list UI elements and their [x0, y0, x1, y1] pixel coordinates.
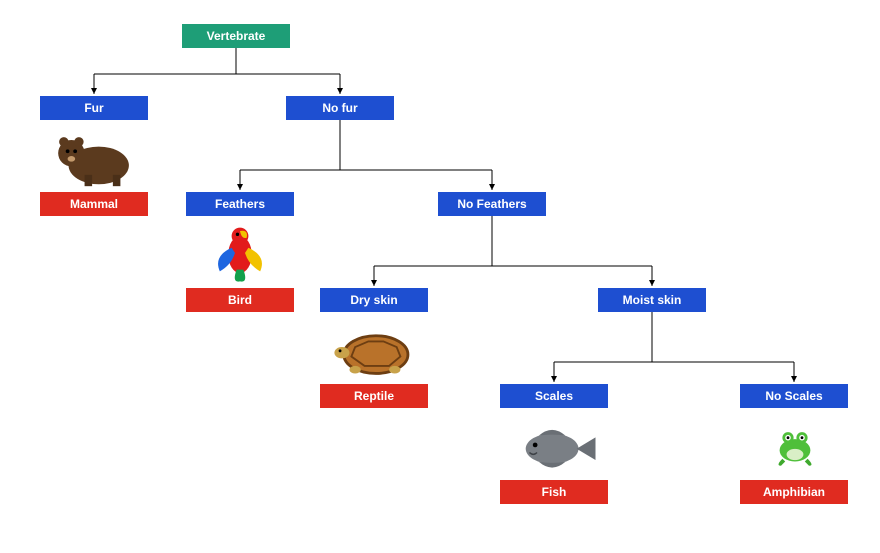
node-nofur: No fur — [286, 96, 394, 120]
node-fish: Fish — [500, 480, 608, 504]
node-fur: Fur — [40, 96, 148, 120]
frog-icon — [760, 411, 830, 477]
bear-icon — [46, 123, 142, 189]
node-feathers: Feathers — [186, 192, 294, 216]
node-scales: Scales — [500, 384, 608, 408]
parrot-icon — [198, 219, 282, 285]
node-bird: Bird — [186, 288, 294, 312]
classification-tree: { "diagram": { "type": "tree", "backgrou… — [0, 0, 880, 553]
node-reptile: Reptile — [320, 384, 428, 408]
fish-icon — [506, 411, 602, 477]
node-nofeathers: No Feathers — [438, 192, 546, 216]
node-dryskin: Dry skin — [320, 288, 428, 312]
node-noscales: No Scales — [740, 384, 848, 408]
node-mammal: Mammal — [40, 192, 148, 216]
node-root: Vertebrate — [182, 24, 290, 48]
node-amphibian: Amphibian — [740, 480, 848, 504]
tree-connectors — [0, 0, 880, 553]
node-moistskin: Moist skin — [598, 288, 706, 312]
turtle-icon — [322, 315, 426, 381]
